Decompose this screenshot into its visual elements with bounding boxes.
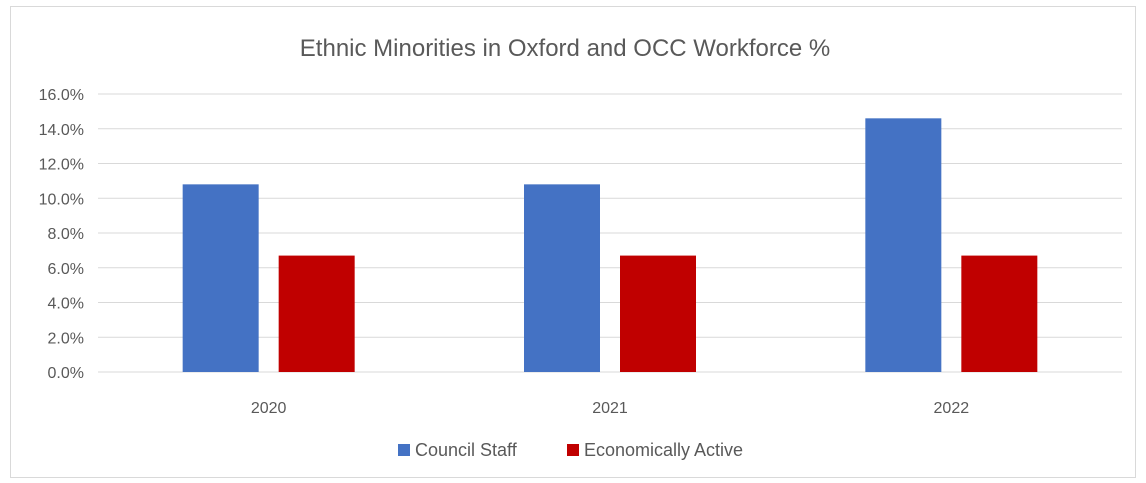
y-tick-label: 8.0% [48,226,84,243]
bar-economically-active-2022 [961,255,1038,372]
y-tick-label: 12.0% [39,157,84,174]
x-tick-label: 2020 [251,400,287,417]
bar-economically-active-2021 [620,255,696,372]
legend: Council Staff Economically Active [398,440,743,460]
bar-council-staff-2020 [182,184,259,372]
legend-swatch [398,444,410,456]
legend-label: Economically Active [584,440,743,460]
y-tick-label: 4.0% [48,296,84,313]
y-tick-label: 0.0% [48,365,84,382]
y-axis: 0.0% 2.0% 4.0% 6.0% 8.0% 10.0% 12.0% 14.0% 16.0% [39,87,84,382]
x-axis: 2020 2021 2022 [251,400,969,417]
y-tick-label: 6.0% [48,261,84,278]
y-tick-label: 14.0% [39,122,84,139]
gridlines [98,93,1122,373]
bar-council-staff-2022 [865,118,942,372]
y-tick-label: 2.0% [48,330,84,347]
legend-label: Council Staff [415,440,518,460]
bar-council-staff-2021 [524,184,600,372]
bar-economically-active-2020 [278,255,355,372]
bars [182,118,1038,372]
y-tick-label: 10.0% [39,191,84,208]
legend-swatch [567,444,579,456]
x-tick-label: 2021 [592,400,628,417]
y-tick-label: 16.0% [39,87,84,104]
x-tick-label: 2022 [934,400,970,417]
chart-title: Ethnic Minorities in Oxford and OCC Work… [300,35,830,62]
